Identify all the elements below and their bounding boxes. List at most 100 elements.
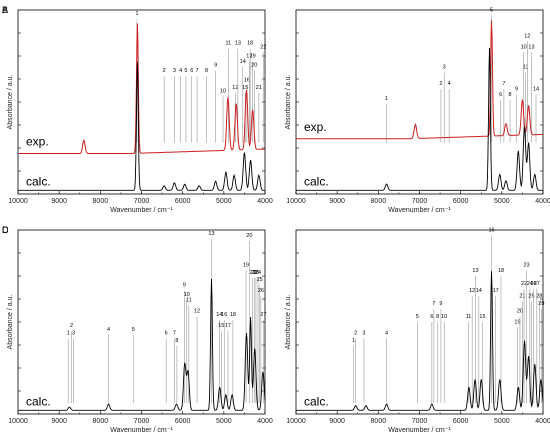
peak-label-5: 5 <box>132 327 135 333</box>
peak-label-22: 22 <box>251 270 257 276</box>
peak-label-10: 10 <box>521 44 527 50</box>
peak-label-10: 10 <box>220 88 226 94</box>
peak-label-14: 14 <box>216 312 222 318</box>
peak-label-8: 8 <box>509 92 512 98</box>
peak-label-1: 1 <box>385 96 388 102</box>
series-label-calc: calc. <box>26 394 51 408</box>
peak-label-17: 17 <box>225 323 231 329</box>
peak-label-18: 18 <box>230 312 236 318</box>
x-tick-label: 4000 <box>535 418 550 425</box>
peak-label-19: 19 <box>243 262 249 268</box>
peak-label-12: 12 <box>469 288 475 294</box>
peak-label-6: 6 <box>190 68 193 74</box>
x-tick-label: 7000 <box>134 198 150 205</box>
peak-label-25: 25 <box>528 294 534 300</box>
peak-label-13: 13 <box>235 41 241 47</box>
x-tick-label: 5000 <box>494 198 510 205</box>
peak-label-7: 7 <box>173 331 176 337</box>
peak-label-11: 11 <box>523 65 529 71</box>
peak-label-22: 22 <box>260 44 266 50</box>
peak-label-4: 4 <box>107 327 110 333</box>
peak-label-24: 24 <box>255 270 261 276</box>
peak-label-9: 9 <box>214 63 217 69</box>
peak-label-13: 13 <box>528 44 534 50</box>
peak-label-18: 18 <box>247 41 253 47</box>
x-tick-label: 8000 <box>371 198 387 205</box>
peak-label-25: 25 <box>257 277 263 283</box>
peak-label-20: 20 <box>517 308 523 314</box>
peak-label-1: 1 <box>135 11 138 17</box>
x-axis-label: Wavenumber / cm⁻¹ <box>110 207 173 214</box>
peak-label-12: 12 <box>524 33 530 39</box>
peak-label-1: 1 <box>352 338 355 344</box>
x-tick-label: 9000 <box>329 198 345 205</box>
x-tick-label: 4000 <box>257 198 273 205</box>
peak-label-7: 7 <box>432 301 435 307</box>
peak-label-4: 4 <box>448 81 451 87</box>
peak-label-14: 14 <box>533 87 539 93</box>
peak-label-16: 16 <box>221 312 227 318</box>
peak-label-11: 11 <box>186 297 192 303</box>
peak-label-9: 9 <box>183 283 186 289</box>
peak-label-4: 4 <box>179 68 182 74</box>
panel-letter: B <box>2 5 8 15</box>
peak-label-28: 28 <box>536 294 542 300</box>
x-tick-label: 4000 <box>535 198 550 205</box>
peak-label-20: 20 <box>246 233 252 239</box>
peak-label-6: 6 <box>165 331 168 337</box>
peak-label-2: 2 <box>70 323 73 329</box>
series-line-calc <box>18 62 265 191</box>
x-axis-label: Wavenumber / cm⁻¹ <box>388 207 451 214</box>
x-tick-label: 7000 <box>412 418 428 425</box>
peak-label-27: 27 <box>260 312 266 318</box>
peak-label-15: 15 <box>242 85 248 91</box>
peak-label-12: 12 <box>194 308 200 314</box>
peak-label-13: 13 <box>208 231 214 237</box>
peak-label-21: 21 <box>250 270 256 276</box>
x-tick-label: 4000 <box>257 418 273 425</box>
peak-label-7: 7 <box>196 68 199 74</box>
peak-label-16: 16 <box>244 77 250 83</box>
peak-label-9: 9 <box>439 301 442 307</box>
x-tick-label: 6000 <box>175 418 191 425</box>
peak-label-8: 8 <box>205 68 208 74</box>
series-label-calc: calc. <box>304 174 329 188</box>
panel-letter: C <box>2 225 9 235</box>
peak-label-11: 11 <box>226 41 232 47</box>
chart-panel-d: D 10000 9000 8000 7000 6000 5000 4000 Wavenumber… <box>2 225 550 434</box>
x-axis-label: Wavenumber / cm⁻¹ <box>110 427 173 434</box>
y-axis-label: Absorbance / a.u. <box>7 75 14 130</box>
peak-label-10: 10 <box>184 292 190 298</box>
peak-label-1: 1 <box>67 331 70 337</box>
peak-label-8: 8 <box>436 314 439 320</box>
peak-label-3: 3 <box>72 331 75 337</box>
x-tick-label: 10000 <box>286 198 306 205</box>
peak-label-5: 5 <box>490 8 493 14</box>
x-tick-label: 5000 <box>494 418 510 425</box>
peak-label-26: 26 <box>530 281 536 287</box>
chart-panel-c: C 10000 9000 8000 7000 6000 5000 4000 Wavenumber… <box>2 225 273 434</box>
peak-label-3: 3 <box>362 331 365 337</box>
plot-frame <box>17 9 266 195</box>
x-tick-label: 8000 <box>371 418 387 425</box>
peak-label-2: 2 <box>163 68 166 74</box>
peak-label-15: 15 <box>479 314 485 320</box>
x-tick-label: 5000 <box>216 198 232 205</box>
peak-label-23: 23 <box>523 262 529 268</box>
peak-label-14: 14 <box>476 288 482 294</box>
x-tick-label: 6000 <box>175 198 191 205</box>
peak-label-21: 21 <box>519 294 525 300</box>
peak-label-5: 5 <box>416 314 419 320</box>
peak-label-24: 24 <box>527 281 533 287</box>
series-line-calc <box>18 278 266 411</box>
series-label-exp: exp. <box>26 135 49 149</box>
peak-label-7: 7 <box>502 81 505 87</box>
peak-label-3: 3 <box>173 68 176 74</box>
x-tick-label: 7000 <box>134 418 150 425</box>
y-axis-label: Absorbance / a.u. <box>285 295 292 350</box>
peak-label-10: 10 <box>441 314 447 320</box>
x-tick-label: 8000 <box>93 418 109 425</box>
series-line-calc <box>296 271 544 411</box>
peak-label-11: 11 <box>466 314 472 320</box>
